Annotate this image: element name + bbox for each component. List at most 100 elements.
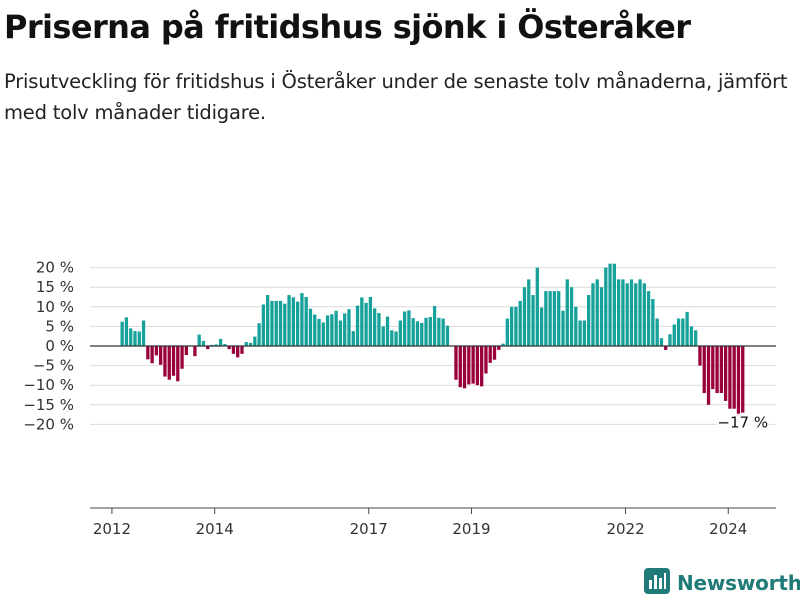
bar <box>415 321 420 346</box>
x-tick-label: 2022 <box>606 520 644 538</box>
bar <box>141 320 146 346</box>
bar <box>535 267 539 346</box>
bar <box>253 336 257 346</box>
bar <box>522 287 527 346</box>
y-axis-labels: −20 %−15 % −10 %−5 % 0 % 5 %10 % 15 %20 % <box>23 259 74 434</box>
y-tick-label: −20 % <box>23 415 74 433</box>
bar <box>608 263 612 346</box>
bar <box>154 346 159 356</box>
bar <box>527 279 531 346</box>
bar <box>278 300 283 346</box>
bar <box>360 297 364 346</box>
bar <box>236 346 240 358</box>
bar <box>514 306 518 346</box>
final-label-background <box>716 413 769 433</box>
bar <box>373 308 377 346</box>
bar <box>531 295 535 346</box>
bar <box>664 346 668 350</box>
bar <box>398 320 402 346</box>
bar <box>368 297 373 346</box>
bar <box>557 291 561 346</box>
bar <box>561 310 565 346</box>
bar <box>621 279 625 346</box>
bar <box>432 306 437 346</box>
bar <box>497 346 501 350</box>
bar <box>201 340 206 346</box>
bar <box>574 306 578 346</box>
x-tick-label: 2019 <box>452 520 490 538</box>
bar <box>287 295 291 346</box>
bar <box>291 297 295 346</box>
y-tick-label: −5 % <box>33 357 74 375</box>
bar <box>492 346 497 360</box>
bar <box>638 279 642 346</box>
bar <box>159 346 163 365</box>
bar <box>300 293 304 346</box>
bar <box>424 317 428 346</box>
bar <box>509 306 514 346</box>
bar <box>330 314 334 346</box>
bar <box>304 297 308 346</box>
bar <box>723 346 728 401</box>
bar <box>467 346 471 385</box>
bar <box>411 318 415 346</box>
bar <box>308 308 313 346</box>
bar <box>317 318 321 346</box>
bar <box>394 331 398 346</box>
bar <box>480 346 484 387</box>
bar <box>458 346 462 388</box>
bar <box>676 318 681 346</box>
bar <box>634 283 638 346</box>
bar <box>715 346 719 394</box>
bar <box>681 318 685 346</box>
bar <box>471 346 475 384</box>
bar <box>184 346 188 356</box>
bar <box>544 291 548 346</box>
newsworthy-logo-icon <box>644 568 670 598</box>
bar <box>227 346 231 350</box>
bar <box>402 311 407 346</box>
bar <box>295 301 300 346</box>
bar <box>604 267 608 346</box>
bar <box>163 346 167 377</box>
bar <box>343 313 347 346</box>
y-tick-label: −10 % <box>23 376 74 394</box>
bar <box>672 324 676 346</box>
bar <box>355 305 360 346</box>
bar <box>702 346 706 394</box>
bar <box>505 318 509 346</box>
bar <box>582 320 587 346</box>
bar <box>689 326 694 346</box>
bar <box>587 295 591 346</box>
bar <box>176 346 180 382</box>
chart-subtitle: Prisutveckling för fritidshus i Österåke… <box>4 70 788 124</box>
bar <box>270 300 274 346</box>
bar <box>347 309 351 346</box>
newsworthy-logo-text: Newsworthy <box>677 571 800 595</box>
bar <box>428 316 432 346</box>
bar <box>171 346 176 376</box>
bar <box>283 303 287 346</box>
bar <box>659 338 664 346</box>
bar <box>180 346 184 369</box>
newsworthy-logo[interactable]: Newsworthy <box>644 568 800 598</box>
chart-title: Priserna på fritidshus sjönk i Österåker <box>4 8 691 46</box>
annotations: −17 % <box>716 413 769 433</box>
bar <box>484 346 488 374</box>
bar <box>668 334 672 346</box>
final-value-label: −17 % <box>717 414 768 432</box>
bar <box>218 338 223 346</box>
y-tick-label: 5 % <box>45 317 74 335</box>
bar <box>441 318 445 346</box>
bar <box>274 300 278 346</box>
bar <box>338 320 343 346</box>
bar <box>248 342 253 346</box>
bar <box>694 330 698 346</box>
y-tick-label: 0 % <box>45 337 74 355</box>
bar <box>698 346 702 366</box>
y-tick-label: 15 % <box>36 278 74 296</box>
bar <box>685 311 689 346</box>
bar <box>719 346 723 394</box>
bars <box>120 263 745 417</box>
